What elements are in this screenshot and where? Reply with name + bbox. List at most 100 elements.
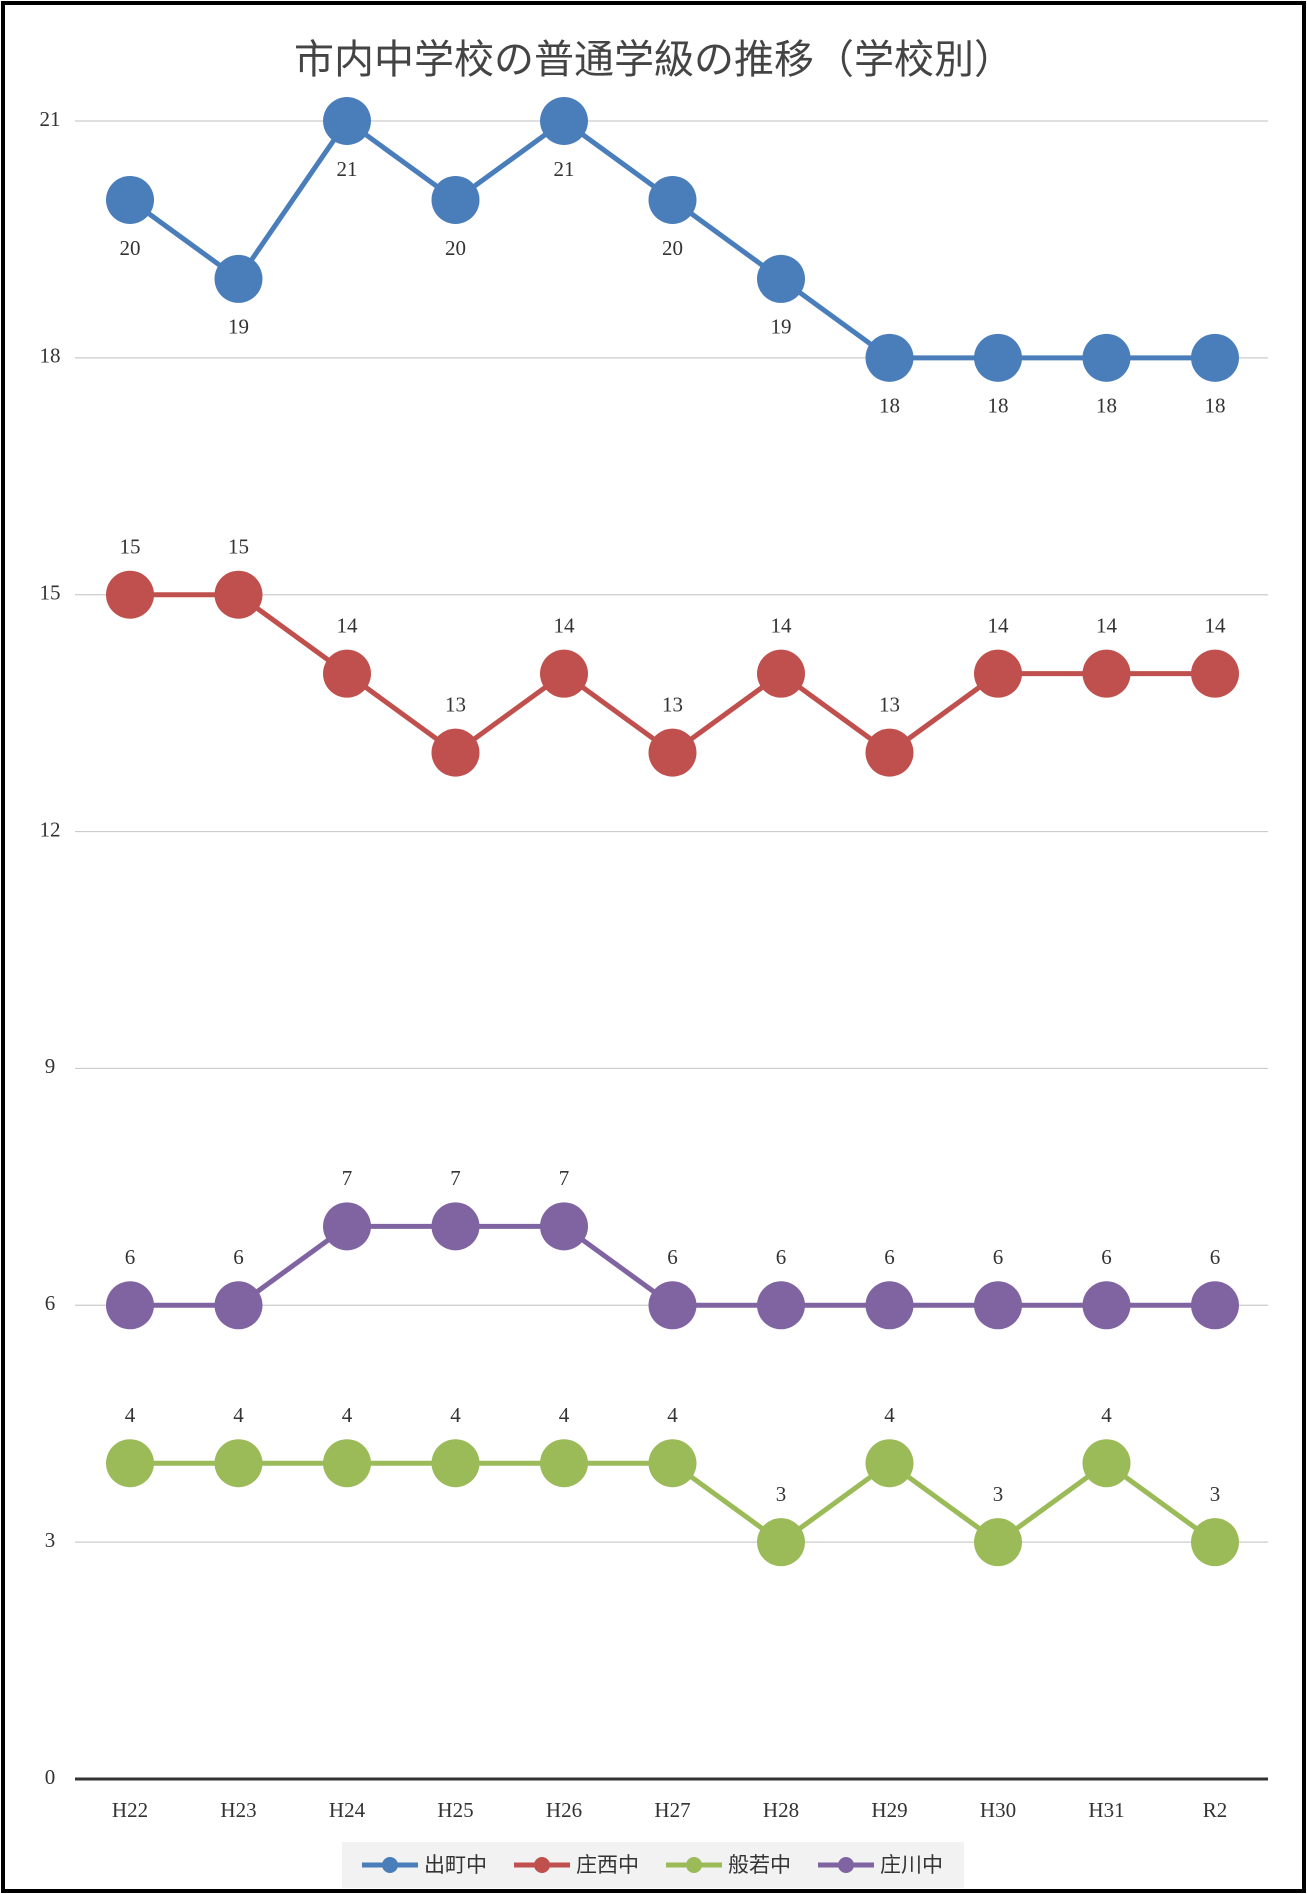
data-label: 13 (662, 692, 683, 716)
data-point (540, 1439, 588, 1488)
data-label: 14 (1205, 613, 1227, 637)
data-point (323, 97, 371, 145)
y-tick-label: 3 (45, 1528, 56, 1552)
x-tick-label: H26 (546, 1798, 582, 1822)
y-tick-label: 12 (40, 817, 61, 841)
data-label: 14 (337, 613, 359, 637)
data-point (974, 333, 1022, 382)
data-label: 19 (228, 315, 249, 339)
x-tick-label: H23 (220, 1798, 256, 1822)
data-point (974, 649, 1022, 698)
data-label: 13 (445, 692, 466, 716)
data-point (865, 1439, 914, 1488)
data-label: 3 (993, 1482, 1004, 1506)
data-point (757, 1518, 805, 1567)
data-point (214, 1439, 263, 1488)
data-point (106, 1281, 154, 1330)
data-label: 19 (771, 315, 792, 339)
x-tick-label: R2 (1203, 1798, 1228, 1822)
y-tick-label: 18 (40, 344, 61, 368)
data-label: 6 (993, 1245, 1004, 1269)
data-label: 4 (125, 1403, 136, 1427)
data-point (540, 649, 588, 698)
data-point (865, 1281, 914, 1330)
legend-label: 庄川中 (880, 1853, 943, 1877)
data-point (865, 333, 914, 382)
x-tick-label: H24 (329, 1798, 366, 1822)
data-label: 14 (1096, 613, 1118, 637)
data-point (974, 1518, 1022, 1567)
data-point (540, 97, 588, 145)
data-label: 18 (1205, 394, 1226, 418)
data-label: 18 (988, 394, 1009, 418)
data-point (106, 1439, 154, 1488)
y-tick-label: 21 (40, 107, 61, 131)
data-point (648, 1439, 697, 1488)
data-label: 7 (342, 1166, 353, 1190)
data-label: 14 (771, 613, 793, 637)
x-tick-label: H27 (654, 1798, 690, 1822)
data-point (648, 728, 697, 777)
data-label: 6 (125, 1245, 136, 1269)
data-point (323, 1202, 371, 1251)
data-point (1082, 1439, 1131, 1488)
data-label: 20 (662, 236, 683, 260)
data-label: 3 (776, 1482, 787, 1506)
data-point (431, 728, 480, 777)
data-label: 7 (559, 1166, 570, 1190)
data-label: 6 (667, 1245, 678, 1269)
data-point (323, 1439, 371, 1488)
y-tick-label: 6 (45, 1291, 56, 1315)
data-point (1191, 1518, 1239, 1567)
data-label: 6 (1101, 1245, 1112, 1269)
legend-label: 出町中 (424, 1853, 487, 1877)
data-label: 7 (450, 1166, 461, 1190)
data-point (214, 1281, 263, 1330)
data-label: 14 (988, 613, 1010, 637)
data-label: 20 (445, 236, 466, 260)
x-tick-label: H30 (980, 1798, 1016, 1822)
data-point (1082, 649, 1131, 698)
data-label: 4 (342, 1403, 353, 1427)
x-tick-label: H25 (437, 1798, 473, 1822)
chart-title: 市内中学校の普通学級の推移（学校別） (294, 37, 1014, 83)
data-point (214, 254, 263, 303)
y-tick-label: 0 (45, 1765, 56, 1789)
data-label: 15 (228, 535, 249, 559)
y-tick-label: 15 (40, 581, 61, 605)
data-point (974, 1281, 1022, 1330)
legend-marker (686, 1857, 702, 1873)
legend-marker (534, 1857, 550, 1873)
data-point (1082, 1281, 1131, 1330)
data-point (540, 1202, 588, 1251)
data-point (106, 175, 154, 224)
legend-marker (838, 1857, 854, 1873)
data-label: 15 (120, 535, 141, 559)
data-point (431, 1202, 480, 1251)
data-label: 6 (884, 1245, 895, 1269)
legend-label: 般若中 (728, 1853, 791, 1877)
y-tick-label: 9 (45, 1054, 56, 1078)
data-label: 4 (559, 1403, 570, 1427)
data-point (1191, 333, 1239, 382)
data-label: 6 (233, 1245, 244, 1269)
data-point (648, 1281, 697, 1330)
data-point (431, 1439, 480, 1488)
data-point (106, 570, 154, 619)
data-label: 6 (1210, 1245, 1221, 1269)
legend-marker (382, 1857, 398, 1873)
data-label: 4 (1101, 1403, 1112, 1427)
data-label: 21 (337, 157, 358, 181)
data-label: 21 (554, 157, 575, 181)
data-point (1191, 1281, 1239, 1330)
data-label: 4 (450, 1403, 461, 1427)
data-point (757, 254, 805, 303)
legend-label: 庄西中 (576, 1853, 639, 1877)
data-point (214, 570, 263, 619)
data-point (1082, 333, 1131, 382)
x-tick-label: H29 (871, 1798, 907, 1822)
data-label: 18 (879, 394, 900, 418)
data-point (648, 175, 697, 224)
